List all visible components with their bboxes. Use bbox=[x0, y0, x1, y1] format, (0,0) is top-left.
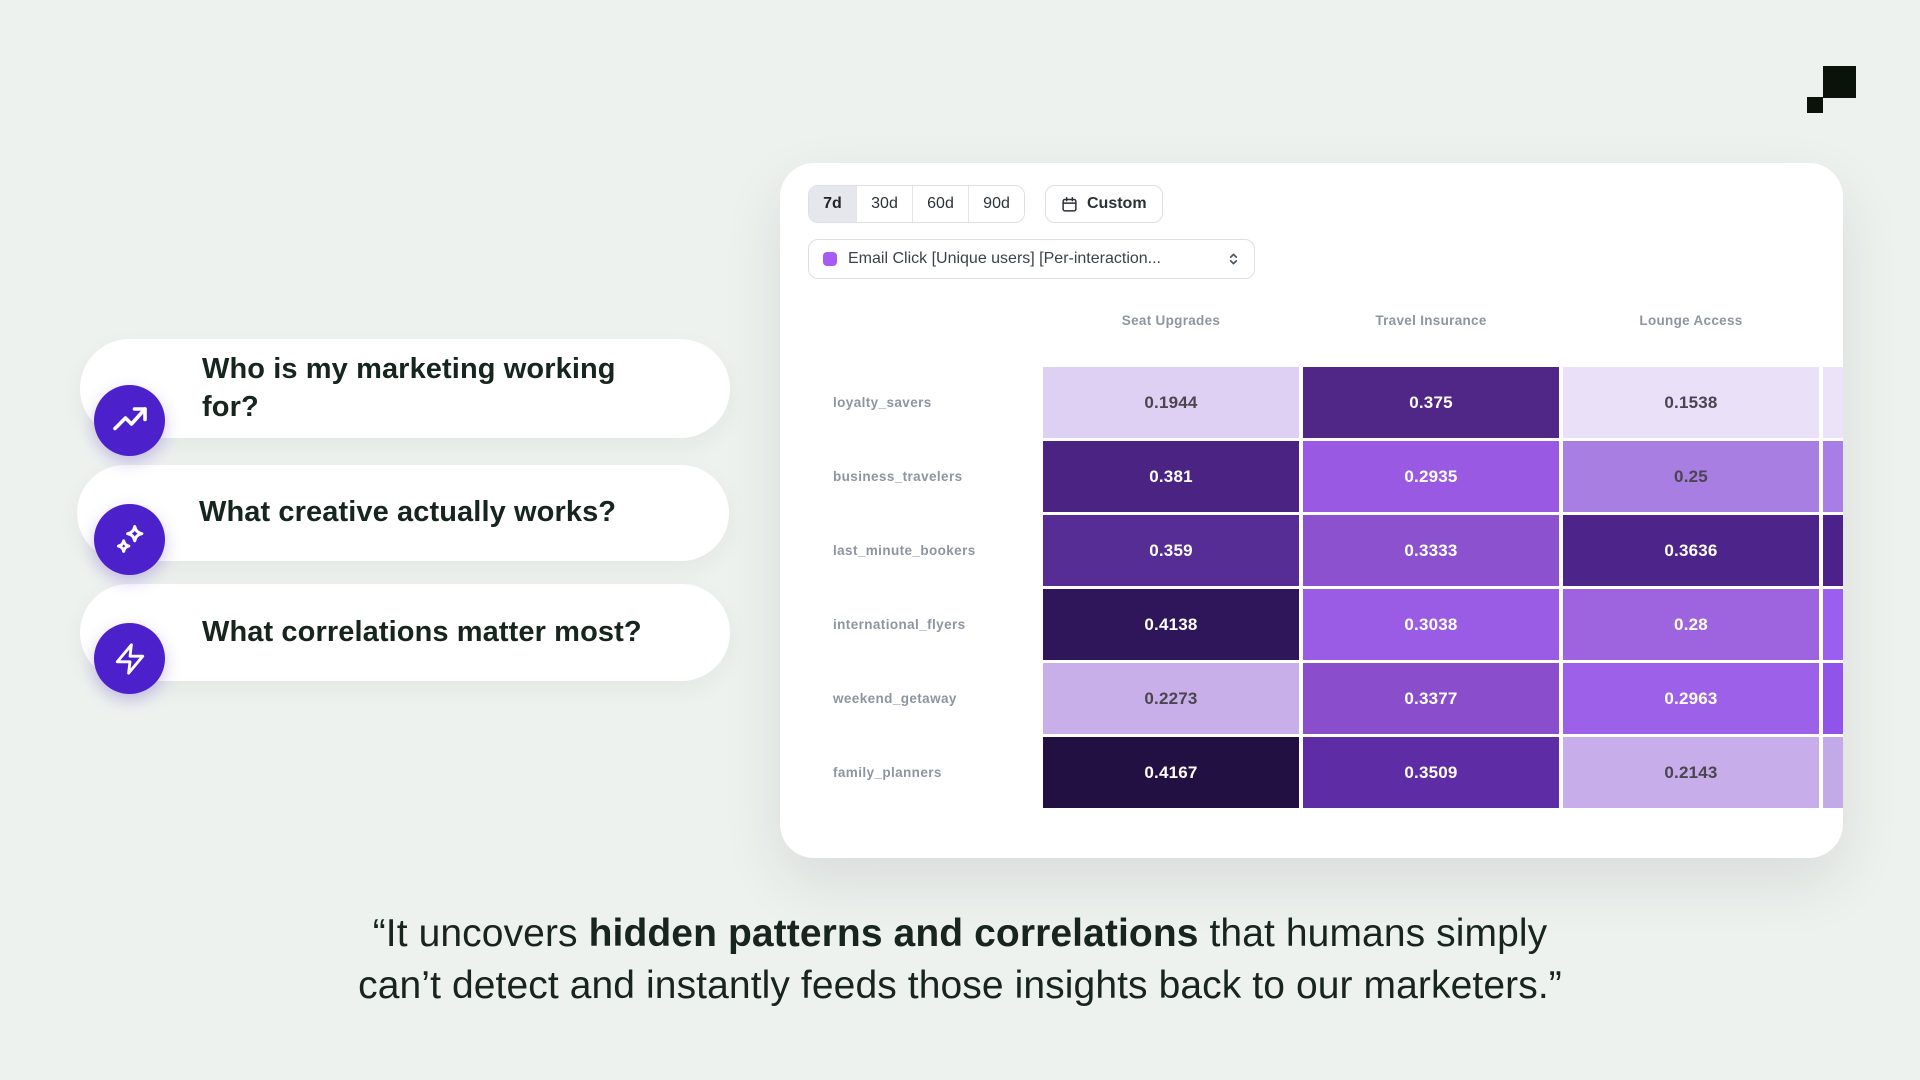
heatmap-cell[interactable]: 0.1944 bbox=[1043, 367, 1299, 438]
question-text: Who is my marketing working for? bbox=[202, 352, 616, 423]
metric-dropdown-label: Email Click [Unique users] [Per-interact… bbox=[848, 250, 1161, 267]
custom-range-button[interactable]: Custom bbox=[1045, 185, 1163, 223]
logo-icon bbox=[1807, 66, 1857, 114]
metric-dropdown[interactable]: Email Click [Unique users] [Per-interact… bbox=[808, 239, 1255, 279]
sparkles-icon bbox=[94, 504, 165, 575]
heatmap-cell[interactable]: 0.4167 bbox=[1043, 737, 1299, 808]
heatmap-cell-clipped bbox=[1823, 441, 1843, 512]
logo-square-large bbox=[1823, 66, 1856, 98]
heatmap-row: international_flyers 0.4138 0.3038 0.28 bbox=[780, 589, 1843, 660]
question-card: Who is my marketing working for? bbox=[80, 339, 730, 438]
heatmap-column-header: Lounge Access bbox=[1639, 313, 1743, 328]
heatmap-row: weekend_getaway 0.2273 0.3377 0.2963 bbox=[780, 663, 1843, 734]
quote-text: that humans simply bbox=[1198, 912, 1548, 955]
heatmap-cell[interactable]: 0.2143 bbox=[1563, 737, 1819, 808]
heatmap-column-headers: Seat Upgrades Travel Insurance Lounge Ac… bbox=[780, 313, 1843, 328]
calendar-icon bbox=[1061, 196, 1078, 213]
custom-range-label: Custom bbox=[1087, 195, 1147, 212]
heatmap-cell[interactable]: 0.375 bbox=[1303, 367, 1559, 438]
heatmap-cell[interactable]: 0.2935 bbox=[1303, 441, 1559, 512]
question-card: What correlations matter most? bbox=[80, 584, 730, 681]
heatmap-row: business_travelers 0.381 0.2935 0.25 bbox=[780, 441, 1843, 512]
heatmap-row: family_planners 0.4167 0.3509 0.2143 bbox=[780, 737, 1843, 808]
heatmap-row: loyalty_savers 0.1944 0.375 0.1538 bbox=[780, 367, 1843, 438]
heatmap-cell[interactable]: 0.381 bbox=[1043, 441, 1299, 512]
updown-chevron-icon bbox=[1227, 251, 1240, 267]
heatmap-row-label: family_planners bbox=[833, 765, 942, 780]
time-range-7d[interactable]: 7d bbox=[809, 186, 857, 222]
heatmap-cell-clipped bbox=[1823, 367, 1843, 438]
question-text: What creative actually works? bbox=[199, 496, 617, 529]
heatmap-cell[interactable]: 0.3333 bbox=[1303, 515, 1559, 586]
trend-up-icon bbox=[94, 385, 165, 456]
heatmap-cell[interactable]: 0.3377 bbox=[1303, 663, 1559, 734]
heatmap-row-label: loyalty_savers bbox=[833, 395, 932, 410]
time-range-90d[interactable]: 90d bbox=[969, 186, 1024, 222]
heatmap-cell[interactable]: 0.1538 bbox=[1563, 367, 1819, 438]
heatmap-cell-clipped bbox=[1823, 589, 1843, 660]
heatmap-cell[interactable]: 0.4138 bbox=[1043, 589, 1299, 660]
heatmap-cell[interactable]: 0.359 bbox=[1043, 515, 1299, 586]
question-text: What correlations matter most? bbox=[202, 615, 642, 648]
heatmap-cell[interactable]: 0.25 bbox=[1563, 441, 1819, 512]
time-range-60d[interactable]: 60d bbox=[913, 186, 970, 222]
logo-square-small bbox=[1807, 97, 1823, 113]
heatmap-cell[interactable]: 0.3038 bbox=[1303, 589, 1559, 660]
time-range-group: 7d 30d 60d 90d bbox=[808, 185, 1025, 223]
heatmap-cell-clipped bbox=[1823, 515, 1843, 586]
heatmap-column-header: Seat Upgrades bbox=[1121, 313, 1221, 328]
bolt-icon bbox=[94, 623, 165, 694]
heatmap-cell[interactable]: 0.2963 bbox=[1563, 663, 1819, 734]
heatmap-rows: loyalty_savers 0.1944 0.375 0.1538 business_… bbox=[780, 367, 1843, 811]
heatmap-row: last_minute_bookers 0.359 0.3333 0.3636 bbox=[780, 515, 1843, 586]
heatmap-cell[interactable]: 0.3509 bbox=[1303, 737, 1559, 808]
heatmap-cell[interactable]: 0.28 bbox=[1563, 589, 1819, 660]
customer-quote: “It uncovers hidden patterns and correla… bbox=[0, 908, 1920, 1013]
quote-text: can’t detect and instantly feeds those i… bbox=[358, 964, 1562, 1008]
heatmap-row-label: last_minute_bookers bbox=[833, 543, 976, 558]
heatmap-cell-clipped bbox=[1823, 737, 1843, 808]
question-card: What creative actually works? bbox=[77, 465, 729, 561]
quote-bold-text: hidden patterns and correlations bbox=[588, 912, 1199, 955]
metric-color-swatch bbox=[823, 252, 837, 266]
heatmap-row-label: international_flyers bbox=[833, 617, 966, 632]
time-range-30d[interactable]: 30d bbox=[856, 186, 913, 222]
heatmap-column-header: Travel Insurance bbox=[1375, 313, 1487, 328]
heatmap-cell-clipped bbox=[1823, 663, 1843, 734]
heatmap-cell[interactable]: 0.3636 bbox=[1563, 515, 1819, 586]
heatmap-cell[interactable]: 0.2273 bbox=[1043, 663, 1299, 734]
heatmap-row-label: business_travelers bbox=[833, 469, 963, 484]
heatmap-row-label: weekend_getaway bbox=[833, 691, 957, 706]
quote-text: “It uncovers bbox=[372, 912, 589, 955]
dashboard-card: 7d 30d 60d 90d Custom Email Click [Uniqu… bbox=[780, 163, 1843, 858]
